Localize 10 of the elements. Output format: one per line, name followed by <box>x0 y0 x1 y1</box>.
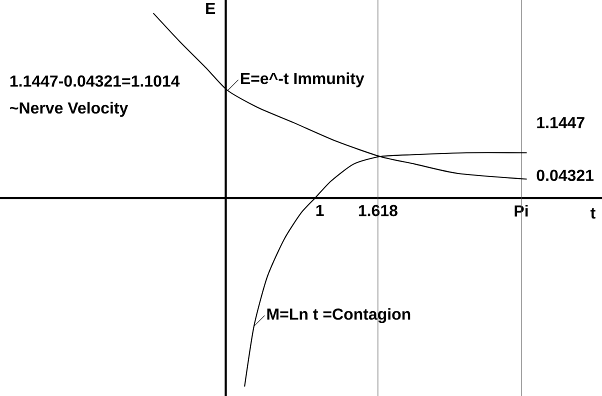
x-tick-label: 1.618 <box>358 204 398 216</box>
annotation: E=e^-t Immunity <box>240 72 364 88</box>
annotation: ~Nerve Velocity <box>10 102 128 117</box>
annotation: 1.1447-0.04321=1.1014 <box>10 75 180 87</box>
y-axis-title: E <box>206 2 216 14</box>
annotation: 0.04321 <box>536 170 594 182</box>
x-tick-label: 1 <box>316 204 324 216</box>
x-axis-title: t <box>590 208 596 219</box>
annotation: 1.1447 <box>537 117 584 128</box>
annotation: M=Ln t =Contagion <box>267 308 410 324</box>
